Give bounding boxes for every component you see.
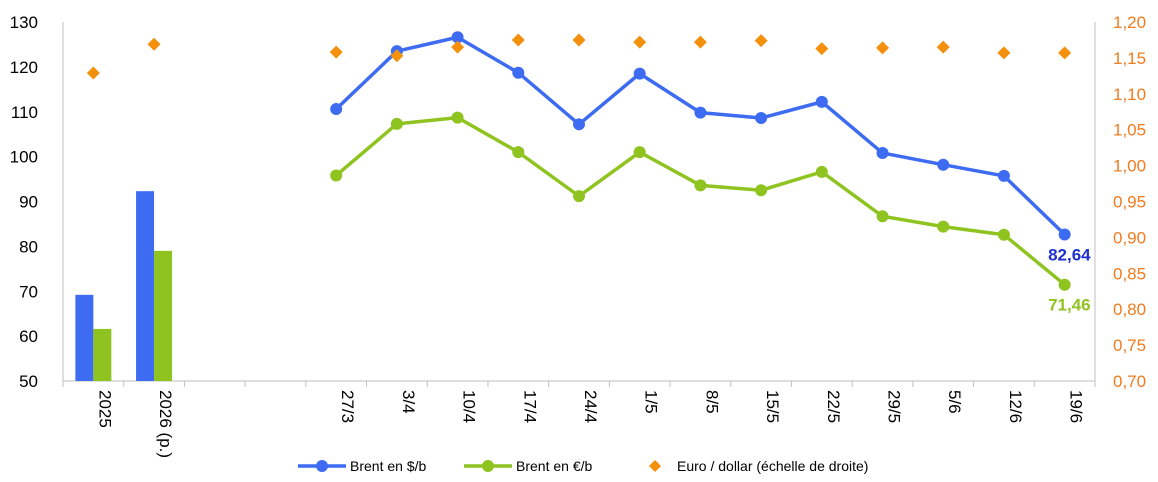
right-axis-tick-label: 1,00 [1113,157,1146,176]
legend: Brent en $/b Brent en €/b Euro / dollar (é… [298,458,868,474]
data-label-brent-usd-last: 82,64 [1048,246,1091,265]
point-euro-dollar [390,49,404,63]
left-axis-tick-label: 60 [19,327,38,346]
right-axis-tick-label: 1,20 [1113,13,1146,32]
right-axis-tick-label: 0,70 [1113,372,1146,391]
x-axis-tick-label: 22/5 [824,390,843,423]
point-euro-dollar [693,35,707,49]
point-euro-dollar [1058,46,1072,60]
right-axis-tick-label: 0,95 [1113,193,1146,212]
point-brent-usd [694,106,707,119]
x-axis-tick-label: 2025 [95,390,114,428]
axes-layer: 50 60 70 80 90 100 110 120 130 0,70 0,75 0,80 0,85 0,… [10,13,1146,458]
x-axis-tick-label: 19/6 [1067,390,1086,423]
point-brent-usd [1058,228,1071,241]
point-brent-eur [390,117,403,130]
left-axis-tick-label: 110 [11,103,38,122]
point-brent-eur [997,228,1010,241]
point-brent-eur [937,220,950,233]
left-axis-tick-label: 100 [10,148,38,167]
points-layer [86,31,1072,291]
left-axis-tick-label: 90 [19,193,38,212]
point-brent-eur [451,111,464,124]
right-axis-tick-label: 0,80 [1113,300,1146,319]
legend-marker-brent-eur [482,460,494,472]
point-brent-usd [330,103,343,116]
point-brent-usd [633,67,646,80]
point-euro-dollar [329,45,343,59]
point-brent-eur [330,169,343,182]
point-euro-dollar [754,34,768,48]
x-axis-tick-label: 8/5 [702,390,721,414]
point-brent-eur [815,165,828,178]
point-euro-dollar [572,33,586,47]
point-brent-usd [573,118,585,131]
bar-brent-eur [154,250,173,381]
point-euro-dollar [147,37,161,51]
point-brent-usd [815,95,828,108]
left-axis-tick-label: 130 [10,13,38,32]
line-brent-usd [334,35,1066,236]
point-brent-usd [755,112,768,125]
legend-marker-euro-dollar [649,460,661,472]
point-brent-eur [694,179,707,192]
right-axis-tick-label: 1,10 [1113,85,1146,104]
x-axis-tick-label: 29/5 [885,390,904,423]
x-axis-tick-label: 15/5 [763,390,782,423]
point-brent-eur [573,190,585,203]
left-axis-tick-label: 80 [19,237,38,256]
point-euro-dollar [451,40,465,54]
x-axis-tick-label: 12/6 [1006,390,1025,423]
point-euro-dollar [633,35,647,49]
x-axis-tick-label: 10/4 [460,390,479,423]
right-axis-tick-label: 1,15 [1113,49,1146,68]
point-brent-eur [633,146,646,159]
x-axis-tick-label: 17/4 [520,390,539,423]
data-label-brent-eur-last: 71,46 [1048,296,1091,315]
legend-label-euro-dollar: Euro / dollar (échelle de droite) [677,458,868,474]
bar-brent-usd [136,191,155,381]
right-axis-tick-label: 0,85 [1113,264,1146,283]
legend-marker-brent-usd [316,460,328,472]
x-axis-tick-label: 24/4 [581,390,600,423]
right-axis-tick-label: 1,05 [1113,121,1146,140]
line-brent-eur [335,115,1066,287]
point-brent-usd [937,158,950,171]
point-euro-dollar [997,46,1011,60]
point-brent-usd [512,66,525,79]
x-axis-tick-label: 2026 (p.) [156,390,175,458]
legend-label-brent-eur: Brent en €/b [516,458,592,474]
right-axis-tick-label: 0,75 [1113,336,1146,355]
left-axis-tick-label: 120 [10,58,38,77]
point-brent-usd [876,147,889,160]
x-axis-tick-label: 27/3 [338,390,357,423]
point-brent-eur [512,146,525,159]
bar-brent-usd [75,294,94,381]
point-brent-usd [451,31,464,44]
point-euro-dollar [511,33,525,47]
x-axis-tick-label: 3/4 [399,390,418,414]
point-brent-eur [876,210,889,223]
point-brent-eur [1058,278,1071,291]
bar-brent-eur [93,328,112,381]
point-euro-dollar [936,40,950,54]
bars-layer [75,191,173,381]
left-axis-tick-label: 50 [19,372,38,391]
point-euro-dollar [876,41,890,55]
point-brent-eur [755,184,768,197]
lines-layer [334,35,1066,287]
labels-layer: 82,64 71,46 [1048,246,1091,315]
legend-label-brent-usd: Brent en $/b [350,458,426,474]
x-axis-tick-label: 1/5 [642,390,661,414]
x-axis-tick-label: 5/6 [945,390,964,414]
point-brent-usd [997,169,1010,182]
right-axis-tick-label: 0,90 [1113,228,1146,247]
point-euro-dollar [815,42,829,56]
left-axis-tick-label: 70 [19,282,38,301]
point-euro-dollar [86,66,100,80]
